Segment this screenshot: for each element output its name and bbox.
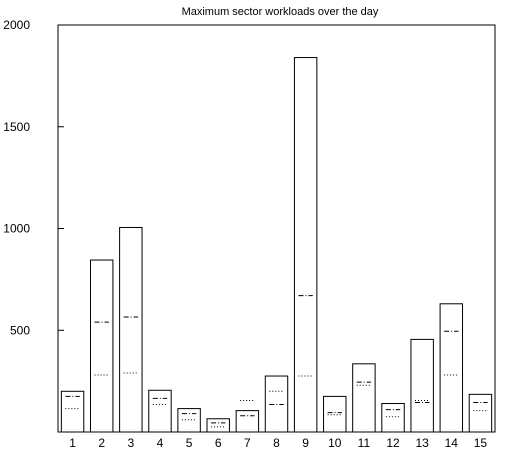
- x-tick-label: 2: [98, 436, 105, 450]
- bar: [206, 418, 230, 433]
- bar: [439, 303, 464, 433]
- x-tick-label: 12: [386, 436, 400, 450]
- x-tick-label: 5: [186, 436, 193, 450]
- bar: [264, 375, 289, 433]
- y-tick-label: 1000: [3, 222, 30, 236]
- y-tick-label: 1500: [3, 120, 30, 134]
- x-tick-label: 8: [273, 436, 280, 450]
- x-tick-label: 3: [127, 436, 134, 450]
- bar: [177, 408, 201, 433]
- bar: [410, 338, 434, 433]
- bar: [468, 393, 493, 433]
- bar: [89, 259, 114, 433]
- x-tick-label: 13: [415, 436, 429, 450]
- bar: [148, 389, 172, 433]
- bar: [119, 226, 143, 433]
- bar: [381, 403, 405, 433]
- bar: [293, 57, 318, 433]
- bars: [60, 57, 493, 433]
- x-tick-label: 6: [215, 436, 222, 450]
- x-tick-labels: 1 2 3 4 5 6 7 8 9 10 11 12 13 14 15: [69, 436, 487, 450]
- x-tick-label: 11: [358, 436, 371, 450]
- axes: [57, 24, 496, 433]
- chart-title: Maximum sector workloads over the day: [182, 6, 379, 18]
- x-tick-label: 9: [302, 436, 309, 450]
- bar: [352, 363, 376, 433]
- bar: [60, 390, 85, 433]
- bar: [323, 395, 347, 433]
- plot-frame: [57, 24, 496, 433]
- x-tick-label: 15: [474, 436, 488, 450]
- x-tick-label: 7: [244, 436, 251, 450]
- y-tick-label: 500: [10, 323, 30, 337]
- x-tick-label: 10: [328, 436, 342, 450]
- y-tick-label: 2000: [3, 18, 30, 32]
- markers: [65, 295, 488, 428]
- bar: [235, 410, 260, 433]
- x-tick-label: 4: [157, 436, 164, 450]
- x-tick-label: 14: [445, 436, 459, 450]
- x-tick-label: 1: [69, 436, 76, 450]
- y-tick-labels: 500 1000 1500 2000: [3, 18, 64, 337]
